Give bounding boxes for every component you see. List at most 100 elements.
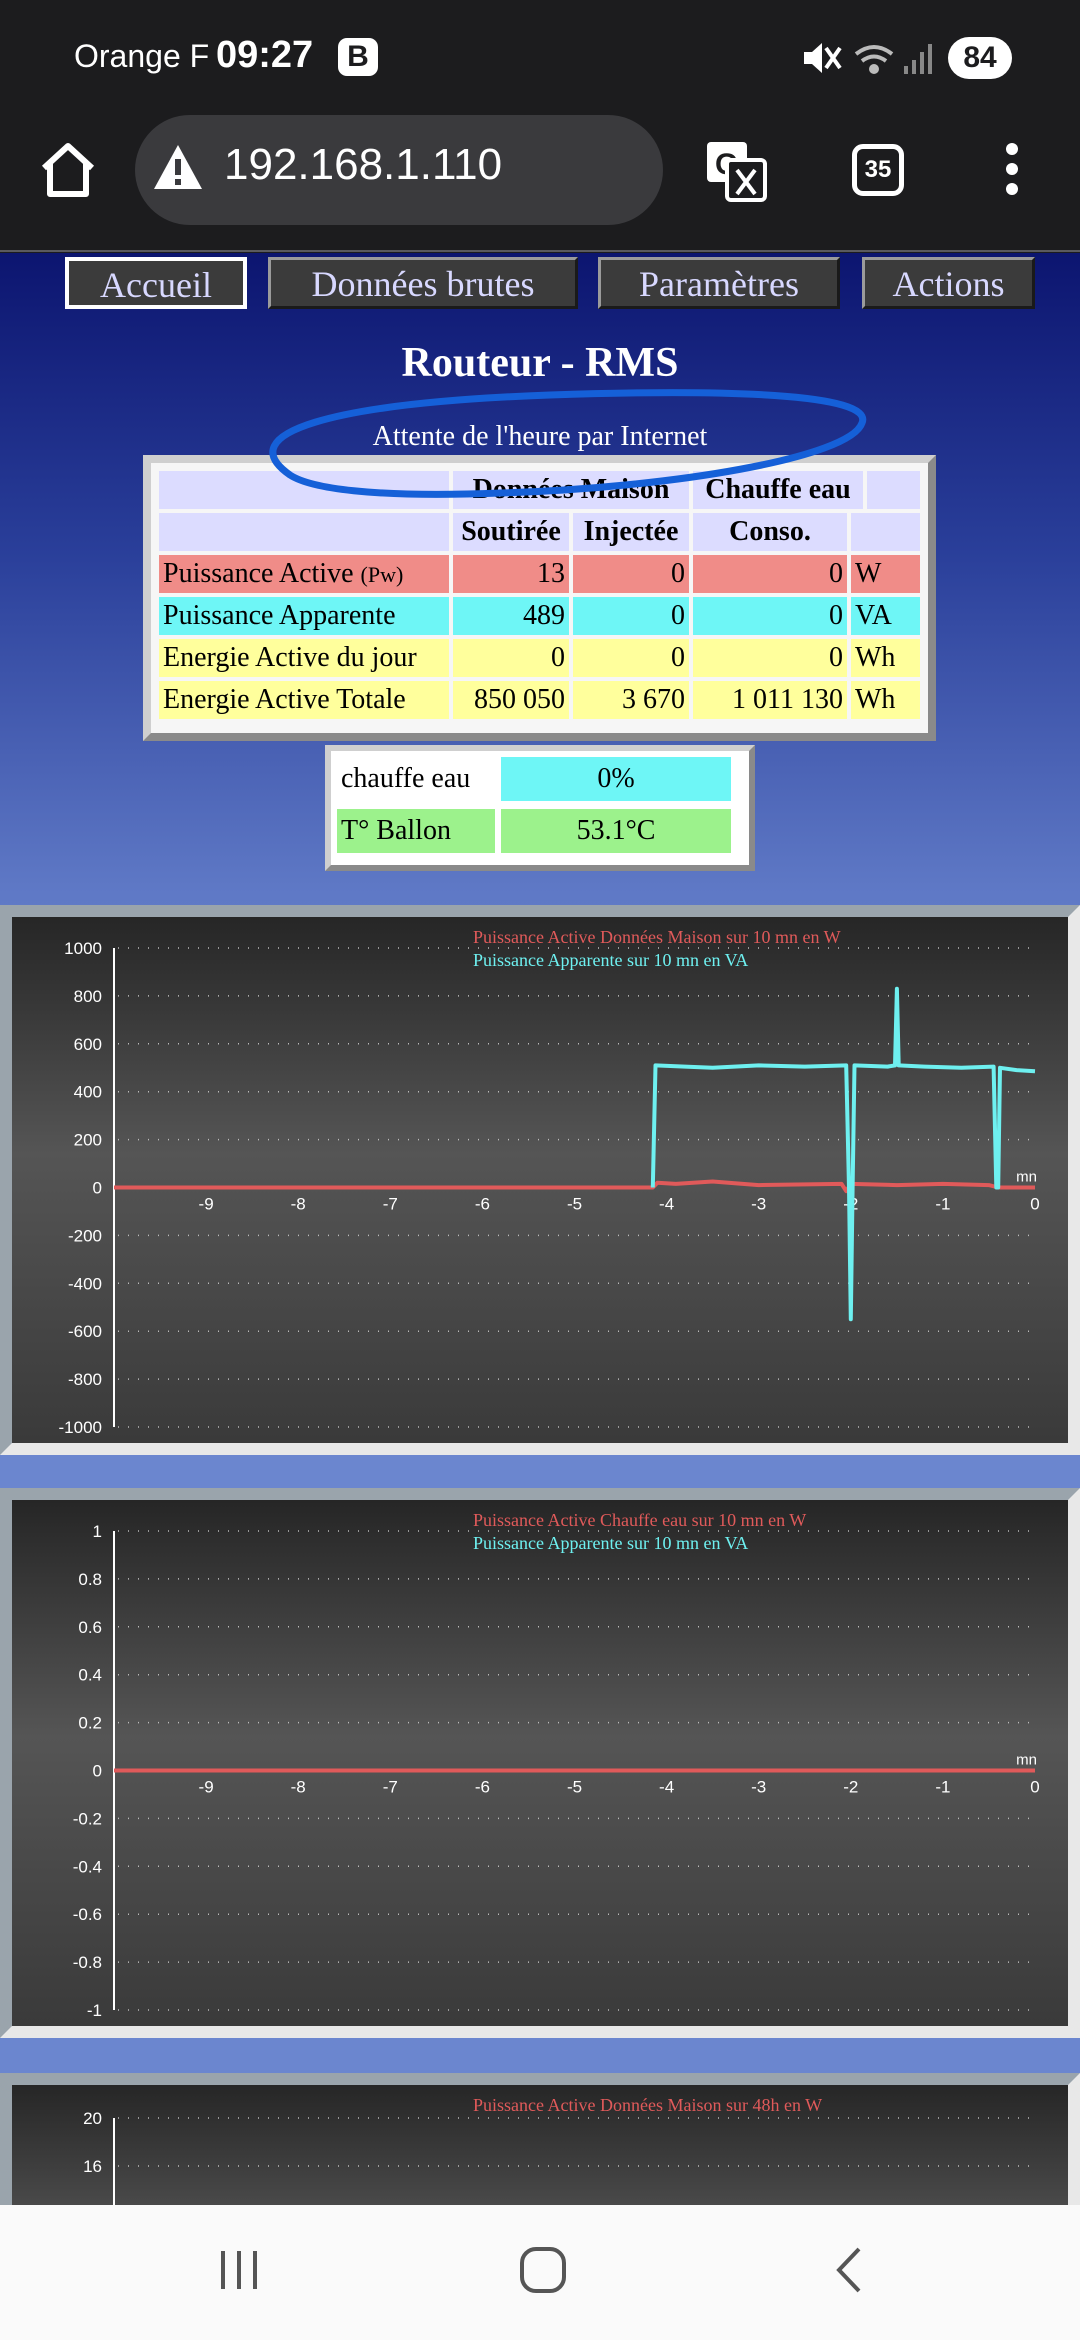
cell-unit: VA <box>851 597 920 635</box>
table-header-injectee: Injectée <box>573 513 689 551</box>
y-tick-label: -0.2 <box>73 1809 102 1828</box>
cell-conso: 1 011 130 <box>693 681 847 719</box>
nav-actions-button[interactable]: Actions <box>862 257 1035 309</box>
cell-soutiree: 13 <box>453 555 569 593</box>
status-message: Attente de l'heure par Internet <box>372 421 708 452</box>
y-tick-label: -400 <box>68 1274 102 1293</box>
cell-unit: Wh <box>851 639 920 677</box>
x-tick-label: -3 <box>751 1778 766 1797</box>
y-tick-label: -1 <box>87 2001 102 2020</box>
more-menu-icon[interactable] <box>1000 140 1024 200</box>
nav-donnees-brutes-button[interactable]: Données brutes <box>268 257 578 309</box>
y-tick-label: 400 <box>74 1083 102 1102</box>
x-tick-label: -5 <box>567 1778 582 1797</box>
legend-entry: Puissance Active Données Maison sur 48h … <box>473 2095 822 2115</box>
cell-conso: 0 <box>693 639 847 677</box>
x-unit-label: mn <box>1016 1752 1037 1769</box>
y-tick-label: 0.6 <box>78 1618 102 1637</box>
x-tick-label: -8 <box>291 1195 306 1214</box>
battery-indicator: 84 <box>948 37 1012 79</box>
y-tick-label: -800 <box>68 1370 102 1389</box>
web-page: Accueil Données brutes Paramètres Action… <box>0 253 1080 2340</box>
table-header-unit <box>867 471 920 509</box>
system-navigation-bar <box>0 2205 1080 2340</box>
x-tick-label: -1 <box>935 1195 950 1214</box>
cell-conso: 0 <box>693 555 847 593</box>
row-label: Puissance Active (Pw) <box>159 555 449 593</box>
table-header-chauffe-eau: Chauffe eau <box>693 471 863 509</box>
x-tick-label: 0 <box>1030 1195 1039 1214</box>
heater-label: chauffe eau <box>337 757 495 801</box>
heater-percent: 0% <box>501 757 731 801</box>
chart-heater-10mn: 1 0.8 0.6 0.4 0.2 0 -0.2 -0.4 -0.6 -0.8 -1 -9 -8 -7 -6… <box>73 1510 1040 2020</box>
heater-status-table: chauffe eau 0% T° Ballon 53.1°C <box>325 745 755 871</box>
clock: 09:27 <box>216 34 314 76</box>
nav-parametres-button[interactable]: Paramètres <box>598 257 840 309</box>
home-nav-icon[interactable] <box>518 2245 568 2295</box>
x-tick-label: -4 <box>659 1195 674 1214</box>
nav-accueil-button[interactable]: Accueil <box>65 257 247 309</box>
x-tick-label: -7 <box>383 1778 398 1797</box>
legend-entry: Puissance Apparente sur 10 mn en VA <box>473 1533 748 1553</box>
x-tick-label: -3 <box>751 1195 766 1214</box>
mute-icon <box>804 43 842 73</box>
chart-house-10mn: 1000 800 600 400 200 0 -200 -400 -600 -800 -1000 -9… <box>59 927 1040 1437</box>
row-label-text: Puissance Active <box>163 558 354 589</box>
y-tick-label: 0 <box>93 1762 102 1781</box>
x-tick-label: -8 <box>291 1778 306 1797</box>
x-tick-label: 0 <box>1030 1778 1039 1797</box>
cell-injectee: 0 <box>573 639 689 677</box>
page-title: Routeur - RMS <box>401 340 679 386</box>
x-tick-label: -6 <box>475 1778 490 1797</box>
x-unit-label: mn <box>1016 1169 1037 1186</box>
cell-soutiree: 0 <box>453 639 569 677</box>
x-tick-label: -2 <box>843 1778 858 1797</box>
signal-icon <box>904 44 932 74</box>
tab-switcher-button[interactable]: 35 <box>852 144 904 196</box>
home-icon[interactable] <box>36 138 100 202</box>
table-subheader-unit <box>851 513 920 551</box>
y-tick-label: 16 <box>83 2157 102 2176</box>
status-bar: Orange F 09:27 B 84 <box>0 0 1080 112</box>
url-text[interactable]: 192.168.1.110 <box>224 140 503 189</box>
chart-panel-house-power: 1000 800 600 400 200 0 -200 -400 -600 -800 -1000 -9… <box>0 905 1080 1455</box>
power-table: Données Maison Chauffe eau Soutirée Inje… <box>143 455 936 741</box>
y-tick-label: 0.8 <box>78 1570 102 1589</box>
y-tick-label: -0.6 <box>73 1905 102 1924</box>
y-tick-label: 20 <box>83 2109 102 2128</box>
table-subheader-empty <box>159 513 449 551</box>
y-tick-label: 0.2 <box>78 1714 102 1733</box>
cell-injectee: 0 <box>573 597 689 635</box>
legend-entry: Puissance Apparente sur 10 mn en VA <box>473 950 748 970</box>
y-tick-label: 800 <box>74 987 102 1006</box>
back-icon[interactable] <box>825 2245 875 2295</box>
y-tick-label: -0.4 <box>73 1857 102 1876</box>
x-tick-label: -4 <box>659 1778 674 1797</box>
cell-injectee: 0 <box>573 555 689 593</box>
y-tick-label: -0.8 <box>73 1953 102 1972</box>
y-tick-label: -1000 <box>59 1418 102 1437</box>
table-header-empty <box>159 471 449 509</box>
recent-apps-icon[interactable] <box>215 2245 265 2295</box>
row-label: Energie Active Totale <box>159 681 449 719</box>
y-tick-label: -200 <box>68 1226 102 1245</box>
cell-unit: Wh <box>851 681 920 719</box>
y-tick-label: 200 <box>74 1131 102 1150</box>
address-bar[interactable] <box>135 115 663 225</box>
cell-soutiree: 489 <box>453 597 569 635</box>
x-tick-label: -1 <box>935 1778 950 1797</box>
tank-temp-label: T° Ballon <box>337 809 495 853</box>
y-tick-label: -600 <box>68 1322 102 1341</box>
y-tick-label: 1 <box>93 1522 102 1541</box>
table-header-conso: Conso. <box>693 513 847 551</box>
x-tick-label: -9 <box>199 1778 214 1797</box>
y-tick-label: 0.4 <box>78 1666 102 1685</box>
table-header-soutiree: Soutirée <box>453 513 569 551</box>
cell-soutiree: 850 050 <box>453 681 569 719</box>
warning-icon[interactable] <box>152 143 204 191</box>
chart-house-48h: 201612Puissance Active Données Maison su… <box>83 2095 1035 2340</box>
row-label: Puissance Apparente <box>159 597 449 635</box>
y-tick-label: 0 <box>93 1179 102 1198</box>
x-tick-label: -5 <box>567 1195 582 1214</box>
translate-icon[interactable]: G <box>703 138 769 204</box>
